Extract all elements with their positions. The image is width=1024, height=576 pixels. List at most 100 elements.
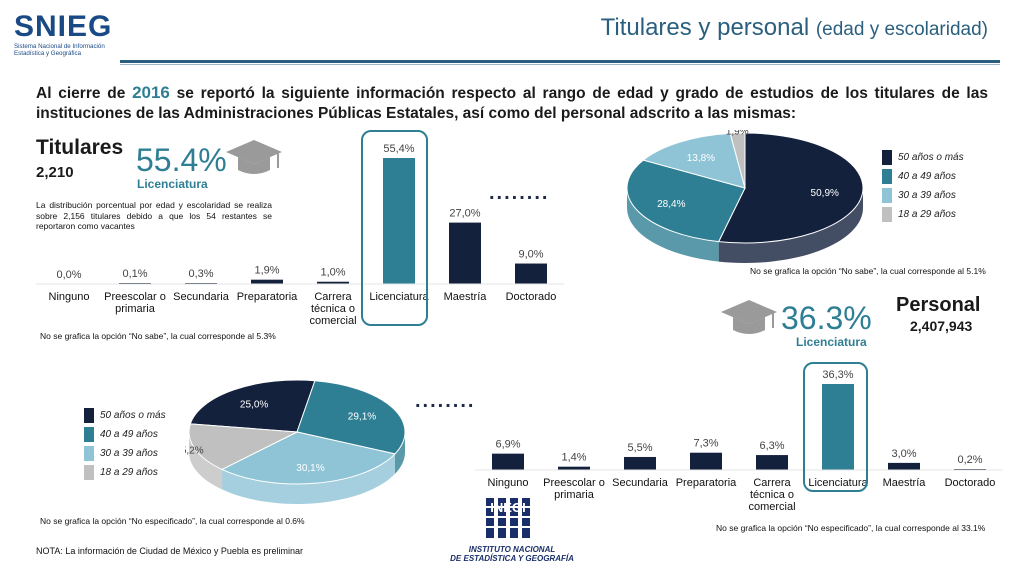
legend-label: 50 años o más	[100, 410, 166, 421]
pie-slice	[729, 132, 746, 189]
inegi-name-1: INSTITUTO NACIONAL	[468, 545, 556, 554]
pie-slice	[189, 379, 316, 433]
titulares-highlight-label: Licenciatura	[137, 177, 208, 191]
legend-swatch	[882, 188, 892, 203]
legend-swatch	[84, 408, 94, 423]
bar-value-label: 0,1%	[122, 268, 147, 280]
personal-highlight-pct: 36.3%	[781, 300, 872, 336]
category-label: Carrera	[753, 477, 791, 489]
legend-label: 40 a 49 años	[100, 429, 158, 440]
personal-pie-note: No se grafica la opción “No especificado…	[40, 516, 305, 526]
titulares-licenciatura-highlight	[361, 130, 428, 326]
pie-slice-side	[627, 188, 719, 262]
pie-slice-side	[394, 432, 405, 474]
legend-label: 30 a 39 años	[898, 190, 956, 201]
titulares-highlight-pct: 55.4%	[136, 142, 227, 178]
header-rule-thin	[120, 64, 1000, 65]
footer-nota: NOTA: La información de Ciudad de México…	[36, 546, 303, 556]
personal-label: Personal	[896, 294, 981, 316]
bar-0	[492, 453, 524, 470]
bar-5	[383, 158, 415, 284]
pie-value-label: 15,2%	[185, 445, 204, 456]
legend-item: 50 años o más	[84, 408, 166, 423]
legend-item: 30 a 39 años	[84, 446, 166, 461]
bar-6	[449, 222, 481, 284]
legend-swatch	[84, 446, 94, 461]
titulares-description: La distribución porcentual por edad y es…	[36, 200, 272, 231]
category-label: primaria	[554, 489, 595, 501]
title-main: Titulares y personal	[600, 14, 810, 41]
category-label: Doctorado	[945, 477, 996, 489]
pie-slice	[220, 431, 396, 485]
personal-bar-note: No se grafica la opción “No especificado…	[716, 523, 986, 533]
bar-value-label: 27,0%	[449, 208, 480, 220]
legend-swatch	[882, 169, 892, 184]
legend-label: 18 a 29 años	[898, 209, 956, 220]
bar-value-label: 9,0%	[518, 249, 543, 261]
graduation-cap-icon	[226, 140, 282, 174]
bar-2	[624, 456, 656, 470]
titulares-edad-pie-chart: 50,9% 28,4% 13,8% 1,9%	[626, 130, 864, 263]
bar-3	[251, 279, 283, 284]
category-label: Preparatoria	[237, 291, 298, 303]
category-label: Preescolar o	[104, 291, 166, 303]
category-label: Doctorado	[506, 291, 557, 303]
pie-slice-side	[222, 453, 395, 504]
bar-value-label: 1,4%	[561, 452, 586, 464]
bar-value-label: 6,9%	[495, 439, 520, 451]
bar-value-label: 0,3%	[188, 268, 213, 280]
titulares-count: 2,210	[36, 164, 74, 181]
pie-slice	[296, 380, 406, 455]
inegi-name-2: DE ESTADÍSTICA Y GEOGRAFÍA	[450, 554, 574, 563]
bar-1	[558, 466, 590, 470]
legend-item: 30 a 39 años	[882, 188, 964, 203]
bar-value-label: 5,5%	[627, 442, 652, 454]
titulares-edad-legend: 50 años o más 40 a 49 años 30 a 39 años 18 …	[882, 150, 964, 226]
bar-value-label: 55,4%	[383, 143, 414, 155]
pie-slice	[642, 132, 746, 189]
category-label: Carrera	[314, 291, 352, 303]
personal-licenciatura-highlight	[803, 362, 868, 492]
category-label: Maestría	[883, 477, 927, 489]
personal-edad-pie-chart: 25,0% 29,1% 30,1% 15,2%	[185, 379, 406, 504]
bar-7	[515, 263, 547, 284]
intro-paragraph: Al cierre de 2016 se reportó la siguient…	[36, 83, 988, 124]
pie-value-label: 50,9%	[811, 188, 839, 199]
snieg-logo: SNIEG Sistema Nacional de Información Es…	[6, 6, 116, 57]
bar-value-label: 6,3%	[759, 440, 784, 452]
bar-5	[822, 384, 854, 470]
inegi-logo-text: INEGI	[490, 500, 525, 515]
titulares-label: Titulares	[36, 136, 124, 159]
intro-before: Al cierre de	[36, 85, 133, 102]
pie-slice-side	[189, 432, 223, 490]
pie-slice	[188, 423, 299, 470]
header-rule	[120, 60, 1000, 63]
category-label: Ninguno	[49, 291, 90, 303]
legend-swatch	[882, 150, 892, 165]
bar-3	[690, 452, 722, 470]
category-label: Licenciatura	[808, 477, 868, 489]
category-label: Secundaria	[173, 291, 230, 303]
pie-value-label: 28,4%	[657, 199, 685, 210]
category-label: técnica o	[750, 489, 794, 501]
legend-label: 40 a 49 años	[898, 171, 956, 182]
legend-item: 50 años o más	[882, 150, 964, 165]
legend-item: 40 a 49 años	[84, 427, 166, 442]
titulares-bar-note: No se grafica la opción “No sabe”, la cu…	[40, 331, 276, 341]
bar-value-label: 1,0%	[320, 267, 345, 279]
pie-slice	[626, 159, 746, 243]
category-label: comercial	[748, 501, 795, 513]
logo-text: SNIEG	[14, 10, 113, 43]
bar-value-label: 7,3%	[693, 438, 718, 450]
bar-4	[756, 455, 788, 470]
legend-swatch	[84, 427, 94, 442]
graduation-cap-icon	[721, 300, 777, 334]
intro-year: 2016	[132, 83, 170, 102]
legend-item: 40 a 49 años	[882, 169, 964, 184]
legend-label: 30 a 39 años	[100, 448, 158, 459]
personal-edad-legend: 50 años o más 40 a 49 años 30 a 39 años 18 …	[84, 408, 166, 484]
page-title: Titulares y personal (edad y escolaridad…	[601, 14, 988, 42]
intro-after: se reportó la siguiente información resp…	[36, 85, 988, 122]
pie-value-label: 30,1%	[296, 463, 324, 474]
